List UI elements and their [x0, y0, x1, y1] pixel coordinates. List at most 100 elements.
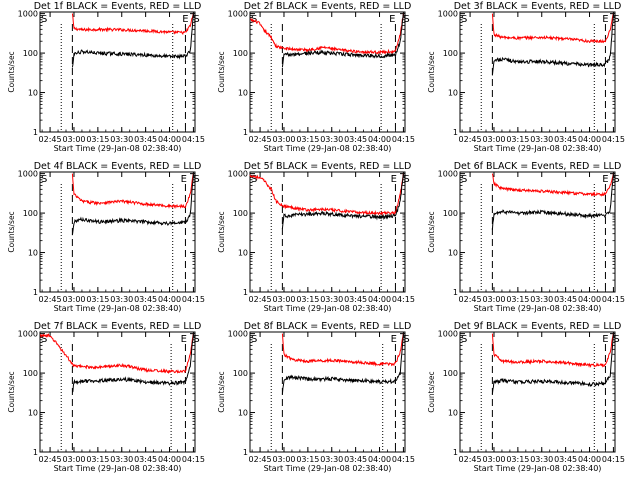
plot-title: Det 3f BLACK = Events, RED = LLD [454, 1, 622, 12]
x-tick-label: 03:00 [272, 295, 295, 304]
plot-title: Det 9f BLACK = Events, RED = LLD [454, 321, 622, 332]
plot-panel: Det 2f BLACK = Events, RED = LLD 1 10 100 10… [217, 1, 415, 153]
lld-series-line [249, 13, 404, 55]
plot-frame [459, 171, 616, 293]
x-tick-label: 03:15 [86, 135, 109, 144]
x-tick-label: 03:00 [482, 135, 505, 144]
x-tick-label: 03:45 [134, 455, 157, 464]
x-tick-label: 03:00 [62, 135, 85, 144]
y-tick-label: 1000 [228, 170, 248, 179]
x-tick-label: 04:15 [182, 135, 205, 144]
x-tick-label: 02:45 [459, 455, 482, 464]
y-tick-label: 100 [443, 49, 458, 58]
marker-s-end: S [613, 14, 619, 25]
marker-s-end: S [613, 174, 619, 185]
y-tick-label: 1000 [18, 10, 38, 19]
lld-series-line [249, 173, 404, 217]
plot-title: Det 5f BLACK = Events, RED = LLD [244, 161, 412, 172]
y-axis-label: Counts/sec [7, 211, 16, 252]
y-tick-label: 10 [28, 89, 38, 98]
marker-e: E [602, 174, 608, 185]
x-tick-label: 02:45 [459, 295, 482, 304]
x-axis-label: Start Time (29-Jan-08 02:38:40) [54, 144, 182, 153]
x-tick-label: 03:15 [86, 455, 109, 464]
x-tick-label: 03:45 [554, 455, 577, 464]
y-tick-label: 10 [28, 409, 38, 418]
x-tick-label: 03:30 [110, 135, 133, 144]
plot-panel: Det 8f BLACK = Events, RED = LLD 1 10 100 10… [217, 321, 415, 473]
x-tick-label: 03:45 [134, 135, 157, 144]
marker-s-start: S [41, 334, 47, 345]
y-tick-label: 1000 [18, 170, 38, 179]
y-axis-label: Counts/sec [427, 371, 436, 412]
y-axis-label: Counts/sec [7, 51, 16, 92]
marker-s-start: S [251, 174, 257, 185]
y-axis-label: Counts/sec [217, 51, 226, 92]
y-tick-label: 1000 [228, 10, 248, 19]
marker-s-start: S [461, 14, 467, 25]
x-tick-label: 03:15 [506, 455, 529, 464]
x-axis-label: Start Time (29-Jan-08 02:38:40) [264, 464, 392, 473]
marker-e: E [389, 14, 395, 25]
marker-e: E [391, 334, 397, 345]
y-tick-label: 1 [33, 448, 38, 457]
y-tick-label: 1000 [18, 330, 38, 339]
plot-panel: Det 6f BLACK = Events, RED = LLD 1 10 100 10… [427, 161, 625, 313]
x-axis-label: Start Time (29-Jan-08 02:38:40) [54, 304, 182, 313]
x-tick-label: 02:45 [39, 295, 62, 304]
plot-title: Det 2f BLACK = Events, RED = LLD [244, 1, 412, 12]
x-tick-label: 03:15 [86, 295, 109, 304]
plot-frame [39, 331, 196, 453]
x-tick-label: 04:00 [158, 455, 181, 464]
y-tick-label: 10 [28, 249, 38, 258]
x-tick-label: 04:15 [602, 135, 625, 144]
plot-panel: Det 5f BLACK = Events, RED = LLD 1 10 100 10… [217, 161, 415, 313]
marker-s-start: S [251, 334, 257, 345]
x-tick-label: 03:00 [272, 455, 295, 464]
x-tick-label: 03:45 [134, 295, 157, 304]
x-axis-label: Start Time (29-Jan-08 02:38:40) [264, 304, 392, 313]
y-tick-label: 100 [233, 209, 248, 218]
x-tick-label: 03:00 [62, 295, 85, 304]
marker-s-end: S [193, 174, 199, 185]
y-tick-label: 1 [243, 448, 248, 457]
y-tick-label: 10 [238, 249, 248, 258]
x-tick-label: 04:00 [368, 295, 391, 304]
x-tick-label: 03:45 [344, 295, 367, 304]
y-tick-label: 10 [448, 89, 458, 98]
x-tick-label: 02:45 [459, 135, 482, 144]
marker-s-start: S [41, 14, 47, 25]
marker-s-end: S [403, 334, 409, 345]
plot-panel: Det 7f BLACK = Events, RED = LLD 1 10 100 10… [7, 321, 205, 473]
marker-s-start: S [461, 174, 467, 185]
y-tick-label: 1000 [228, 330, 248, 339]
x-tick-label: 03:30 [530, 135, 553, 144]
plot-frame [249, 331, 406, 453]
y-tick-label: 10 [238, 89, 248, 98]
x-tick-label: 03:30 [110, 455, 133, 464]
y-tick-label: 1000 [438, 330, 458, 339]
y-tick-label: 100 [233, 49, 248, 58]
plot-frame [249, 171, 406, 293]
plot-panel: Det 1f BLACK = Events, RED = LLD 1 10 100 10… [7, 1, 205, 153]
events-series-line [491, 333, 614, 395]
marker-e: E [602, 14, 608, 25]
x-tick-label: 03:45 [344, 455, 367, 464]
plot-frame [249, 11, 406, 133]
x-tick-label: 04:15 [392, 455, 415, 464]
x-tick-label: 02:45 [249, 295, 272, 304]
x-tick-label: 03:00 [482, 295, 505, 304]
events-series-line [491, 173, 614, 230]
plot-title: Det 6f BLACK = Events, RED = LLD [454, 161, 622, 172]
plot-title: Det 8f BLACK = Events, RED = LLD [244, 321, 412, 332]
marker-s-start: S [461, 334, 467, 345]
x-tick-label: 03:45 [344, 135, 367, 144]
marker-s-end: S [613, 334, 619, 345]
lld-series-line [71, 173, 194, 209]
y-tick-label: 1 [453, 128, 458, 137]
x-tick-label: 04:00 [578, 455, 601, 464]
y-tick-label: 10 [238, 409, 248, 418]
x-tick-label: 02:45 [249, 135, 272, 144]
plot-panel: Det 9f BLACK = Events, RED = LLD 1 10 100 10… [427, 321, 625, 473]
